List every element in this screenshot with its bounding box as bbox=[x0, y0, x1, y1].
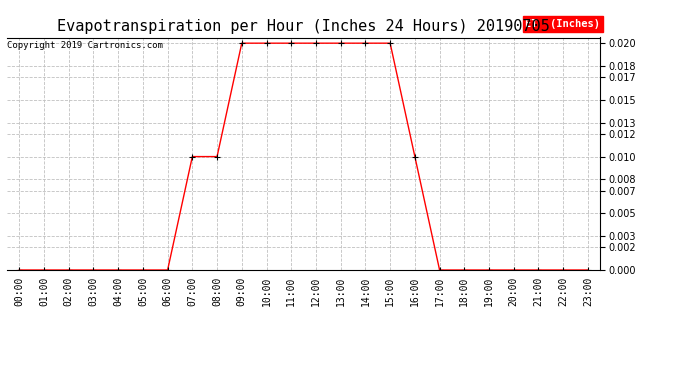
Text: ET  (Inches): ET (Inches) bbox=[525, 19, 600, 29]
Text: Evapotranspiration per Hour (Inches 24 Hours) 20190705: Evapotranspiration per Hour (Inches 24 H… bbox=[57, 19, 550, 34]
Text: Copyright 2019 Cartronics.com: Copyright 2019 Cartronics.com bbox=[7, 41, 163, 50]
